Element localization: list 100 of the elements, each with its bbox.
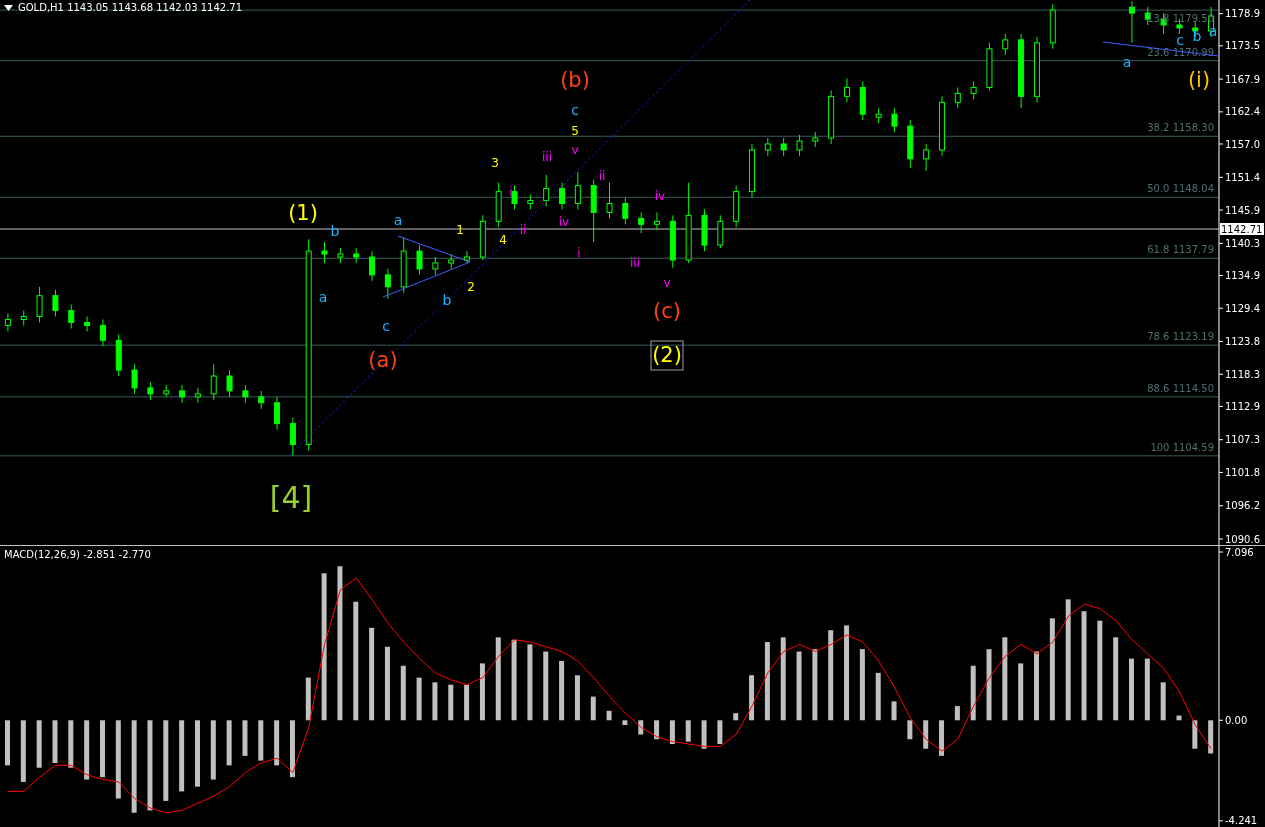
candlestick <box>1002 33 1009 56</box>
chart-title: MACD(12,26,9) -2.851 -2.770 <box>4 549 151 560</box>
annotation: a <box>1122 54 1132 70</box>
y-tick-label: 7.096 <box>1225 546 1254 558</box>
bar <box>511 639 517 721</box>
bar <box>36 720 42 768</box>
y-tick-label: 1096.2 <box>1225 500 1260 512</box>
bar <box>115 720 121 799</box>
bar <box>52 720 58 763</box>
bar <box>1113 637 1119 721</box>
candlestick <box>36 286 43 323</box>
y-tick-label: 1129.4 <box>1225 302 1260 314</box>
candlestick <box>622 197 629 225</box>
annotation: a <box>393 212 403 228</box>
bar <box>479 663 485 721</box>
bar <box>432 682 438 721</box>
candlestick <box>131 363 138 395</box>
annotation: (c) <box>653 299 681 323</box>
candlestick <box>843 78 850 103</box>
annotation: b <box>442 292 452 308</box>
bar <box>416 677 422 721</box>
candlestick <box>416 244 423 276</box>
y-tick-label: 1123.8 <box>1225 336 1260 348</box>
annotation: a <box>318 289 328 305</box>
bar <box>194 720 200 787</box>
annotation: iv <box>558 215 570 229</box>
bar <box>859 649 865 721</box>
y-tick-label: 1178.9 <box>1225 8 1260 20</box>
candlestick <box>891 107 898 133</box>
candlestick <box>210 363 217 401</box>
annotation: iii <box>629 256 641 270</box>
annotation: 3 <box>491 156 499 170</box>
y-tick-label: 1145.9 <box>1225 204 1260 216</box>
bar <box>685 720 691 742</box>
annotation: b <box>330 223 340 239</box>
annotation: i <box>577 246 581 260</box>
bar <box>717 720 723 744</box>
y-tick-label: 1090.6 <box>1225 533 1260 545</box>
candlestick <box>923 143 930 172</box>
bar <box>1002 637 1008 721</box>
ref-line-label: 1142.71 <box>1221 224 1263 236</box>
candlestick <box>606 182 613 219</box>
bar <box>321 573 327 721</box>
bar <box>337 566 343 721</box>
bar <box>733 713 739 721</box>
bar <box>99 720 105 778</box>
bar <box>764 642 770 721</box>
y-tick-label: 1167.9 <box>1225 73 1260 85</box>
bar <box>274 720 280 766</box>
candlestick <box>1128 0 1135 44</box>
annotation: c <box>1176 32 1184 48</box>
y-tick-label: 0.00 <box>1225 714 1248 726</box>
candlestick <box>653 211 660 231</box>
y-tick-label: 1140.3 <box>1225 237 1260 249</box>
bar <box>1034 651 1040 721</box>
candlestick <box>369 250 376 282</box>
bar <box>131 720 137 813</box>
line-series <box>7 577 1212 814</box>
bar <box>448 684 454 721</box>
bar <box>780 637 786 721</box>
annotation: c <box>571 102 579 118</box>
bar <box>701 720 707 749</box>
annotation: 5 <box>571 124 579 138</box>
y-tick-label: 1134.9 <box>1225 270 1260 282</box>
bar <box>384 646 390 721</box>
annotation: c <box>382 318 390 334</box>
candlestick <box>84 316 91 332</box>
annotation: i <box>509 185 513 199</box>
bar <box>495 637 501 721</box>
annotation: 1 <box>456 223 464 237</box>
bar <box>68 720 74 768</box>
ref-line-label: 78.6 1123.19 <box>1147 331 1214 343</box>
candlestick <box>194 387 201 404</box>
bar <box>1129 658 1135 721</box>
annotation: 4 <box>499 233 507 247</box>
y-tick-label: 1118.3 <box>1225 368 1260 380</box>
candlestick <box>289 417 296 457</box>
bar <box>289 720 295 778</box>
bar <box>1065 599 1071 721</box>
bar <box>179 720 185 792</box>
bar <box>20 720 26 782</box>
bar <box>258 720 264 761</box>
bar <box>242 720 248 756</box>
bar <box>305 677 311 721</box>
y-tick-label: 1101.8 <box>1225 466 1260 478</box>
bar <box>1192 720 1198 749</box>
annotation: ii <box>519 223 527 237</box>
annotation: (i) <box>1187 68 1211 92</box>
y-tick-label: 1162.4 <box>1225 106 1260 118</box>
bar <box>828 630 834 721</box>
bar <box>1049 618 1055 721</box>
bar <box>1081 611 1087 721</box>
bar <box>923 720 929 749</box>
candlestick <box>274 396 281 431</box>
bar <box>559 661 565 721</box>
candlestick <box>796 134 803 157</box>
bar <box>1208 720 1214 754</box>
candlestick <box>559 182 566 210</box>
bar <box>812 649 818 721</box>
ref-line-label: 61.8 1137.79 <box>1147 244 1214 256</box>
